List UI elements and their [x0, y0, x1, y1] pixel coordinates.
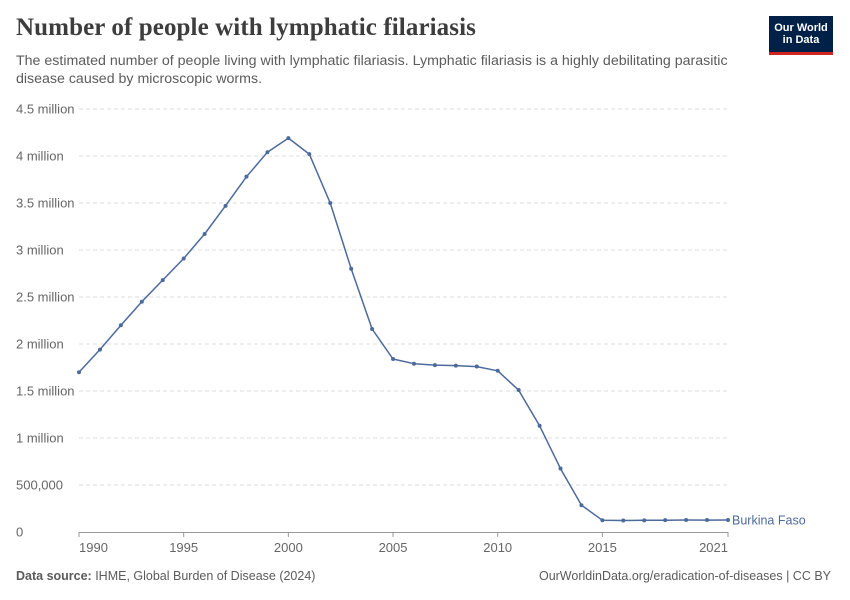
data-point[interactable]: [97, 347, 102, 352]
data-point[interactable]: [516, 388, 521, 393]
data-point[interactable]: [139, 299, 144, 304]
data-point[interactable]: [328, 201, 333, 205]
data-point[interactable]: [286, 136, 291, 141]
data-point[interactable]: [705, 518, 710, 523]
data-point[interactable]: [349, 266, 354, 271]
series-label[interactable]: Burkina Faso: [732, 513, 806, 527]
data-source-text: IHME, Global Burden of Disease (2024): [91, 569, 316, 583]
y-tick-label: 2 million: [16, 337, 64, 352]
data-point[interactable]: [621, 518, 626, 523]
source-link[interactable]: OurWorldinData.org/eradication-of-diseas…: [538, 569, 831, 583]
x-tick-label: 2015: [588, 540, 617, 555]
logo-line-1: Our World: [774, 22, 828, 34]
data-source: Data source: IHME, Global Burden of Dise…: [16, 569, 315, 583]
y-tick-label: 4.5 million: [16, 102, 75, 117]
y-tick-label: 2.5 million: [16, 290, 75, 305]
series-line[interactable]: [78, 137, 729, 522]
owid-logo[interactable]: Our World in Data: [769, 16, 833, 55]
y-tick-label: 3 million: [16, 243, 64, 258]
data-point[interactable]: [307, 152, 312, 157]
y-tick-label: 3.5 million: [16, 196, 75, 211]
x-tick-label: 2000: [274, 540, 303, 555]
x-tick-label: 2021: [699, 540, 728, 555]
data-point[interactable]: [160, 278, 165, 283]
data-point[interactable]: [77, 370, 81, 375]
series-layer: Burkina Faso: [77, 136, 806, 527]
data-point[interactable]: [474, 364, 479, 369]
data-point[interactable]: [391, 357, 396, 362]
logo-line-2: in Data: [782, 34, 820, 46]
x-axis: 1990 1995 2000 2005 2010 2015 2021: [78, 532, 729, 555]
data-point[interactable]: [265, 150, 270, 155]
data-point[interactable]: [726, 517, 730, 522]
chart-title: Number of people with lymphatic filarias…: [16, 14, 476, 41]
data-point[interactable]: [495, 368, 500, 373]
y-tick-label: 1.5 million: [16, 384, 75, 399]
x-tick-label: 2005: [379, 540, 408, 555]
data-point[interactable]: [181, 256, 186, 261]
data-point[interactable]: [118, 323, 123, 328]
x-tick-label: 1990: [79, 540, 108, 555]
data-point[interactable]: [411, 361, 416, 366]
data-source-label: Data source:: [16, 569, 92, 583]
y-tick-label: 500,000: [16, 478, 63, 493]
data-point[interactable]: [244, 174, 249, 179]
y-axis-ticks: 0 500,000 1 million 1.5 million 2 million 2.5…: [16, 102, 75, 540]
data-point[interactable]: [600, 518, 605, 523]
data-point[interactable]: [432, 363, 437, 368]
grid-lines: [79, 108, 728, 486]
data-point[interactable]: [642, 518, 647, 523]
data-point[interactable]: [453, 363, 458, 368]
data-point[interactable]: [223, 203, 228, 208]
data-point[interactable]: [370, 326, 375, 331]
data-point[interactable]: [684, 517, 689, 522]
data-point[interactable]: [579, 503, 584, 508]
y-tick-label: 0: [16, 525, 23, 540]
data-point[interactable]: [663, 518, 668, 523]
chart-subtitle: The estimated number of people living wi…: [16, 53, 728, 87]
data-point[interactable]: [558, 466, 563, 471]
data-point[interactable]: [537, 423, 542, 428]
x-tick-label: 1995: [169, 540, 198, 555]
data-point[interactable]: [202, 232, 207, 237]
y-tick-label: 1 million: [16, 431, 64, 446]
y-tick-label: 4 million: [16, 149, 64, 164]
x-tick-label: 2010: [483, 540, 512, 555]
